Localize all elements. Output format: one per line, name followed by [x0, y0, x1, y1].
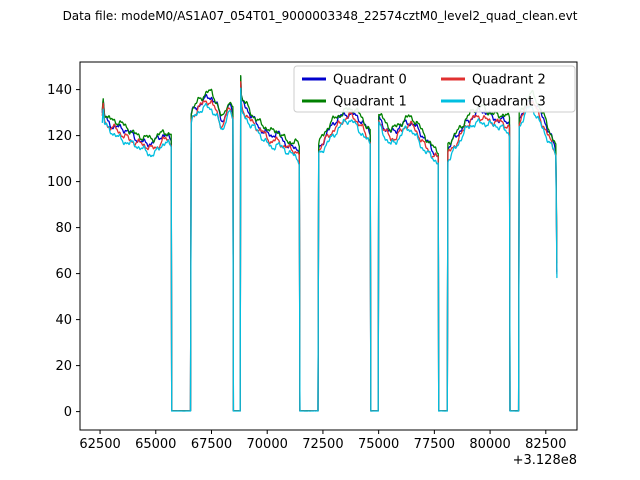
y-tick-label: 0	[64, 405, 72, 420]
x-axis-offset-label: +3.128e8	[513, 453, 577, 468]
legend-label-3: Quadrant 3	[472, 95, 546, 110]
x-tick-label: 80000	[469, 437, 510, 452]
y-tick-label: 20	[55, 359, 72, 374]
legend-label-0: Quadrant 0	[333, 73, 407, 88]
x-tick-label: 75000	[358, 437, 399, 452]
x-tick-label: 67500	[191, 437, 232, 452]
legend-label-2: Quadrant 2	[472, 73, 546, 88]
x-tick-label: 72500	[302, 437, 343, 452]
legend-box	[293, 65, 576, 113]
y-tick-label: 120	[47, 129, 72, 144]
axes-frame	[79, 61, 578, 431]
x-tick-label: 65000	[135, 437, 176, 452]
y-tick-label: 80	[55, 221, 72, 236]
y-tick-label: 60	[55, 267, 72, 282]
y-tick-label: 140	[47, 83, 72, 98]
x-tick-label: 82500	[525, 437, 566, 452]
x-tick-label: 70000	[247, 437, 288, 452]
chart-title: Data file: modeM0/AS1A07_054T01_90000033…	[62, 9, 578, 23]
x-tick-label: 62500	[79, 437, 120, 452]
y-tick-label: 40	[55, 313, 72, 328]
y-tick-label: 100	[47, 175, 72, 190]
x-tick-label: 77500	[414, 437, 455, 452]
series-quadrant-3	[101, 87, 558, 412]
legend-label-1: Quadrant 1	[333, 95, 407, 110]
